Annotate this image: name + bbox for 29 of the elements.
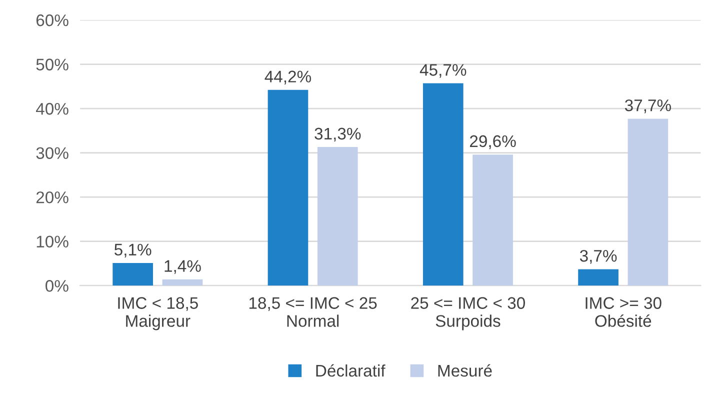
x-tick-label: IMC >= 30 Obésité [586, 297, 662, 327]
bar [472, 154, 513, 286]
data-label: 5,1% [114, 244, 152, 258]
data-label: 29,6% [470, 135, 516, 150]
legend-label: Mesuré [438, 364, 492, 377]
y-tick-label: 60% [36, 14, 68, 26]
legend-label: Déclaratif [316, 364, 386, 377]
bar [317, 147, 358, 286]
data-label: 45,7% [420, 64, 466, 78]
data-label: 37,7% [624, 99, 671, 114]
data-label: 1,4% [164, 260, 201, 274]
bar [422, 83, 464, 286]
data-label: 44,2% [264, 70, 312, 84]
data-label: 3,7% [580, 250, 617, 264]
bar [162, 279, 203, 286]
bar [628, 118, 668, 286]
y-tick-label: 20% [36, 191, 68, 204]
bar [112, 263, 154, 286]
bar [268, 90, 308, 286]
x-tick-label: 18,5 <= IMC < 25 Normal [249, 297, 377, 327]
y-tick-label: 0% [46, 280, 68, 292]
y-tick-label: 40% [36, 102, 68, 115]
x-tick-label: IMC < 18,5 Maigreur [118, 297, 198, 330]
y-tick-label: 30% [36, 147, 68, 159]
data-label: 31,3% [314, 128, 361, 142]
y-tick-label: 50% [36, 58, 68, 70]
y-tick-label: 10% [36, 236, 68, 248]
bar [578, 269, 618, 286]
x-tick-label: 25 <= IMC < 30 Surpoids [411, 297, 525, 330]
